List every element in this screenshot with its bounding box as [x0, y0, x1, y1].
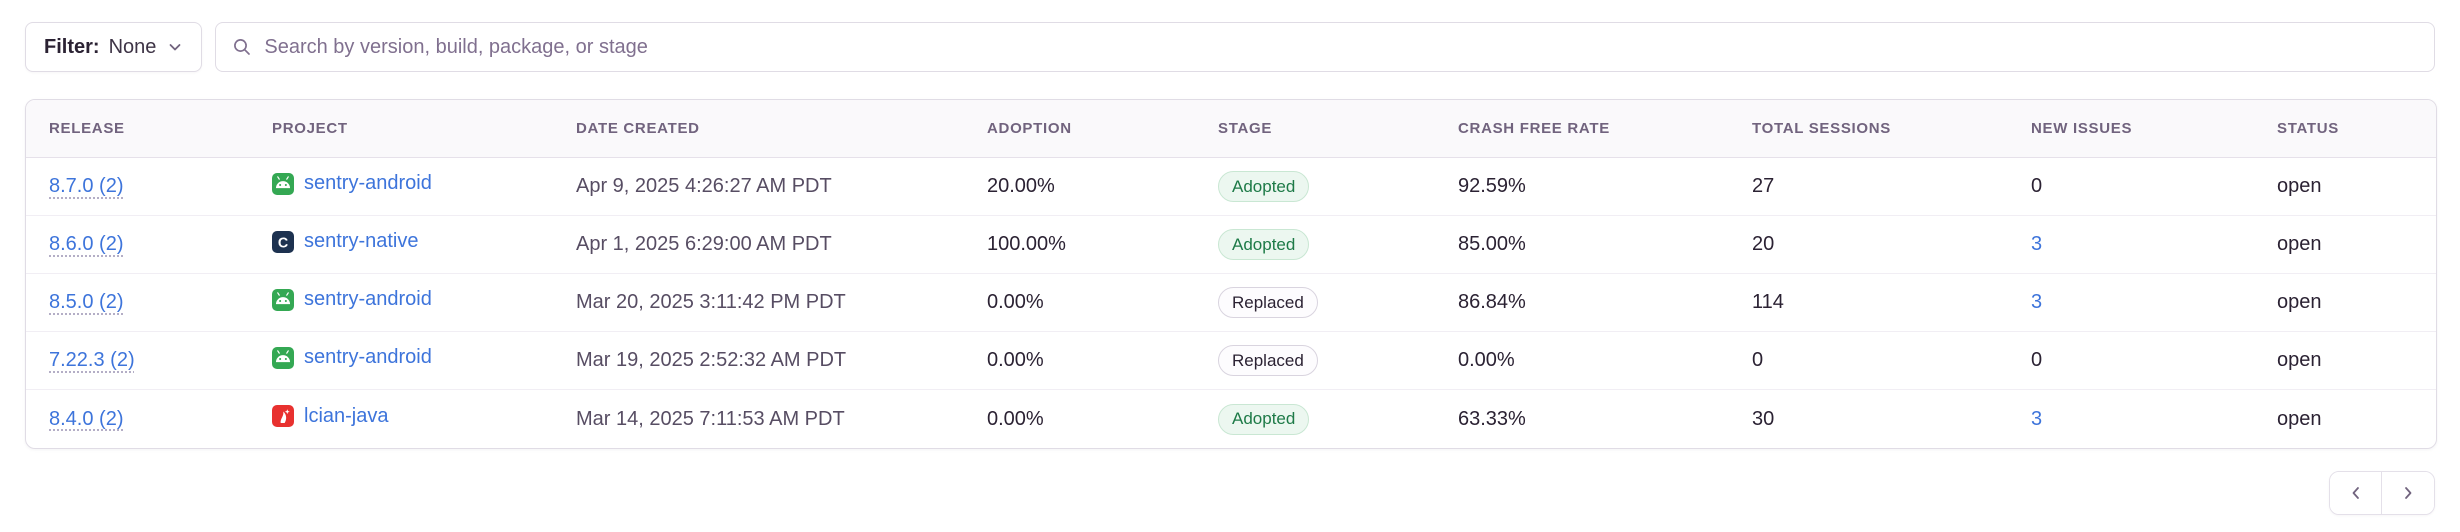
column-header-status: STATUS — [2254, 100, 2436, 158]
total-sessions-value: 0 — [1729, 332, 2008, 390]
release-version-link[interactable]: 8.6.0 (2) — [49, 233, 124, 255]
column-header-crash-free-rate: CRASH FREE RATE — [1435, 100, 1729, 158]
table-row: 8.7.0 (2) sentry-android Apr 9, 2025 4:26:… — [26, 158, 2436, 216]
status-value: open — [2254, 274, 2436, 332]
status-value: open — [2277, 407, 2322, 430]
new-issues-link[interactable]: 3 — [2031, 407, 2043, 430]
project-name: sentry-android — [304, 288, 432, 311]
column-header-project: PROJECT — [249, 100, 553, 158]
stage-badge: Replaced — [1218, 287, 1318, 318]
stage-badge: Adopted — [1218, 171, 1310, 202]
table-row: 7.22.3 (2) sentry-android Mar 19, 2025 2:5… — [26, 332, 2436, 390]
project-link[interactable]: lcian-java — [272, 405, 388, 428]
total-sessions-value: 114 — [1729, 274, 2008, 332]
crash-free-rate-value: 63.33% — [1458, 407, 1526, 430]
crash-free-rate-value: 92.59% — [1435, 158, 1729, 216]
table-header-row: RELEASE PROJECT DATE CREATED ADOPTION STAGE C… — [26, 100, 2436, 158]
filter-dropdown-button[interactable]: Filter: None — [25, 22, 203, 72]
previous-page-button[interactable] — [2330, 472, 2382, 514]
java-icon — [272, 405, 294, 428]
date-created: Mar 19, 2025 2:52:32 AM PDT — [553, 332, 964, 390]
stage-badge: Replaced — [1218, 345, 1318, 376]
android-icon — [272, 172, 294, 195]
next-page-button[interactable] — [2382, 472, 2434, 514]
date-created: Apr 9, 2025 4:26:27 AM PDT — [553, 158, 964, 216]
date-created: Apr 1, 2025 6:29:00 AM PDT — [553, 216, 964, 274]
release-version-link[interactable]: 8.5.0 (2) — [49, 291, 124, 313]
column-header-total-sessions: TOTAL SESSIONS — [1729, 100, 2008, 158]
adoption-value: 0.00% — [964, 332, 1195, 390]
svg-text:C: C — [278, 235, 288, 251]
chevron-left-icon — [2352, 487, 2359, 499]
chevron-down-icon — [169, 44, 181, 51]
column-header-new-issues: NEW ISSUES — [2008, 100, 2254, 158]
adoption-value: 0.00% — [987, 407, 1044, 430]
search-bar[interactable] — [215, 22, 2435, 72]
toolbar: Filter: None — [25, 22, 2435, 72]
android-icon — [272, 288, 294, 311]
crash-free-rate-value: 0.00% — [1435, 332, 1729, 390]
status-value: open — [2254, 158, 2436, 216]
column-header-adoption: ADOPTION — [964, 100, 1195, 158]
table-row: 8.4.0 (2) lcian-java Mar 14, 2025 7:11:53 … — [26, 390, 2436, 448]
column-header-date-created: DATE CREATED — [553, 100, 964, 158]
project-link[interactable]: sentry-android — [272, 288, 432, 311]
new-issues-count: 0 — [2031, 349, 2043, 371]
crash-free-rate-value: 85.00% — [1435, 216, 1729, 274]
project-link[interactable]: sentry-android — [272, 172, 432, 195]
project-link[interactable]: sentry-android — [272, 346, 432, 369]
new-issues-link[interactable]: 3 — [2031, 291, 2043, 313]
status-value: open — [2254, 332, 2436, 390]
adoption-value: 0.00% — [964, 274, 1195, 332]
status-value: open — [2254, 216, 2436, 274]
release-version-link[interactable]: 8.7.0 (2) — [49, 175, 124, 197]
stage-badge: Adopted — [1218, 403, 1310, 435]
total-sessions-value: 20 — [1729, 216, 2008, 274]
android-icon — [272, 346, 294, 369]
date-created: Mar 14, 2025 7:11:53 AM PDT — [576, 407, 845, 430]
filter-label: Filter: — [44, 35, 100, 58]
release-table-body: 8.7.0 (2) sentry-android Apr 9, 2025 4:26:… — [26, 158, 2436, 448]
stage-badge: Adopted — [1218, 229, 1310, 260]
total-sessions-value: 30 — [1752, 407, 1775, 430]
crash-free-rate-value: 86.84% — [1435, 274, 1729, 332]
pagination-button-group — [2329, 471, 2435, 515]
release-version-link[interactable]: 7.22.3 (2) — [49, 349, 135, 371]
filter-selected-value: None — [108, 35, 157, 58]
new-issues-link[interactable]: 3 — [2031, 233, 2043, 255]
adoption-value: 20.00% — [964, 158, 1195, 216]
chevron-right-icon — [2405, 487, 2412, 499]
total-sessions-value: 27 — [1729, 158, 2008, 216]
search-input[interactable] — [264, 35, 2418, 59]
c-icon: C — [272, 230, 294, 253]
column-header-stage: STAGE — [1195, 100, 1435, 158]
pagination — [25, 471, 2435, 515]
project-name: lcian-java — [304, 404, 389, 427]
releases-table: RELEASE PROJECT DATE CREATED ADOPTION STAGE C… — [25, 99, 2437, 449]
project-name: sentry-android — [304, 346, 432, 369]
column-header-release: RELEASE — [26, 100, 249, 158]
project-name: sentry-android — [304, 172, 432, 195]
adoption-value: 100.00% — [964, 216, 1195, 274]
search-icon — [234, 39, 251, 55]
date-created: Mar 20, 2025 3:11:42 PM PDT — [553, 274, 964, 332]
new-issues-count: 0 — [2031, 175, 2043, 197]
project-name: sentry-native — [304, 230, 419, 253]
table-row: 8.5.0 (2) sentry-android Mar 20, 2025 3:11… — [26, 274, 2436, 332]
release-version-link[interactable]: 8.4.0 (2) — [49, 407, 124, 430]
